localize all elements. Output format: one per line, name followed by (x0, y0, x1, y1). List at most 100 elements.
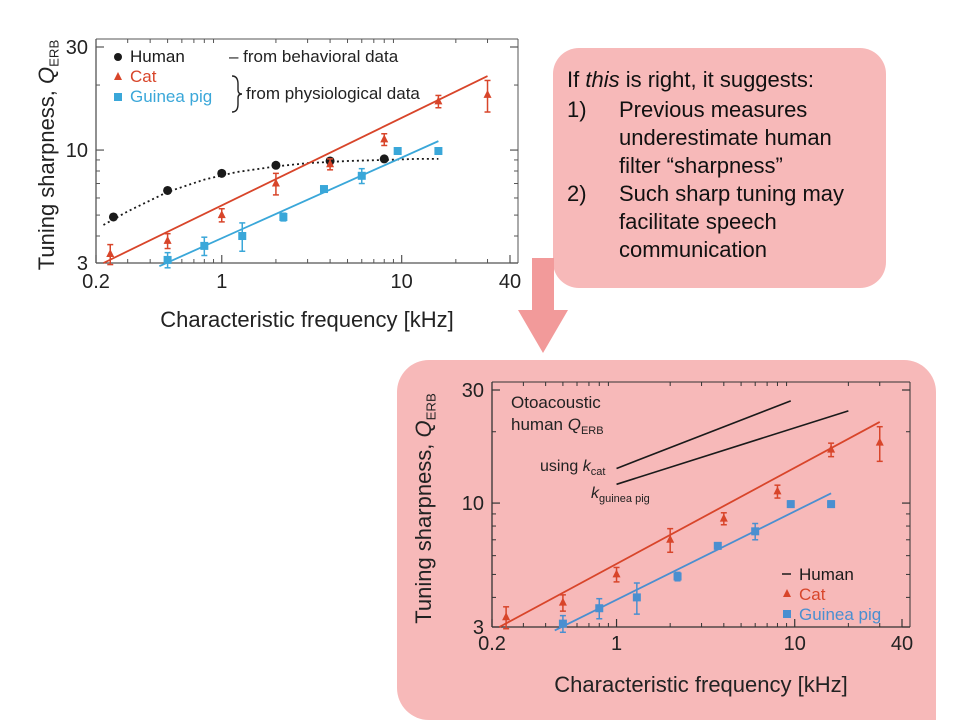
x-tick-label: 1 (216, 271, 227, 293)
y-axis-title-sub: ERB (423, 393, 438, 420)
legend-label: Cat (799, 585, 826, 604)
data-point (114, 93, 122, 101)
data-point (271, 160, 281, 170)
y-tick-label: 10 (462, 493, 484, 515)
data-point (271, 178, 280, 187)
chart-otoacoustic: 0.2 1 10 40 3 10 30 Characteristic frequency [k… (411, 380, 913, 697)
x-tick-label: 1 (611, 633, 622, 655)
y-tick-label: 10 (66, 140, 88, 162)
data-point (434, 147, 443, 156)
fit-line (103, 75, 488, 264)
annotation-title-main: human (511, 415, 568, 434)
x-tick-label: 0.2 (478, 633, 506, 655)
data-point (163, 185, 173, 195)
note-item: 1) Previous measures underestimate human… (567, 96, 876, 180)
legend-note: – from behavioral data (229, 47, 399, 66)
x-axis-title: Characteristic frequency [kHz] (160, 307, 453, 332)
data-point (875, 437, 884, 446)
data-point (558, 619, 567, 628)
annotation-title: human QERB (511, 415, 604, 437)
data-point (632, 593, 641, 602)
legend-label: Human (799, 565, 854, 584)
data-point (719, 513, 728, 522)
data-point (106, 249, 115, 258)
annotation-title-symbol: Q (568, 415, 581, 434)
human-estimate-line (616, 400, 792, 470)
data-point (595, 604, 604, 613)
otoacoustic-panel (397, 360, 936, 720)
data-point (713, 541, 722, 550)
data-point (666, 534, 675, 543)
data-point (319, 185, 328, 194)
legend-note: from physiological data (246, 84, 420, 103)
note-item-number: 2) (567, 181, 587, 206)
human-estimate-line (616, 410, 849, 486)
x-tick-label: 40 (499, 271, 521, 293)
y-axis-title: Tuning sharpness, QERB (411, 393, 438, 624)
annotation-k-sub: cat (591, 466, 606, 478)
data-point (238, 232, 247, 241)
x-tick-label: 10 (784, 633, 806, 655)
note-intro-before: If (567, 67, 586, 92)
annotation-using: using (540, 458, 583, 475)
data-point (612, 569, 621, 578)
data-point (558, 597, 567, 606)
annotation-k: k (591, 485, 600, 502)
annotation-using-k-cat: using kcat (540, 458, 605, 478)
data-point (163, 235, 172, 244)
note-title: If this is right, it suggests: (567, 66, 876, 94)
data-point (751, 527, 760, 536)
data-point (217, 168, 227, 178)
data-point (783, 610, 791, 618)
data-point (483, 89, 492, 98)
fit-line (103, 158, 439, 226)
data-point (827, 444, 836, 453)
down-arrow-icon (518, 258, 568, 353)
legend-label: Guinea pig (130, 87, 212, 106)
legend-label: Human (130, 47, 185, 66)
note-box: If this is right, it suggests: 1) Previo… (553, 48, 886, 288)
data-point (114, 53, 122, 61)
data-point (163, 255, 172, 264)
data-point (217, 210, 226, 219)
y-tick-label: 30 (66, 37, 88, 59)
data-point (393, 147, 402, 156)
x-tick-label: 40 (891, 633, 913, 655)
y-axis-title-main: Tuning sharpness, (34, 84, 59, 270)
y-tick-label: 30 (462, 380, 484, 402)
data-point (783, 589, 791, 597)
data-point (773, 486, 782, 495)
note-item: 2) Such sharp tuning may facilitate spee… (567, 180, 876, 264)
y-axis-title: Tuning sharpness, QERB (34, 40, 61, 271)
data-point (200, 241, 209, 250)
data-point (673, 572, 682, 581)
x-axis-title: Characteristic frequency [kHz] (554, 672, 847, 697)
note-intro-after: is right, it suggests: (619, 67, 815, 92)
legend-brace (231, 75, 243, 113)
fit-line (498, 421, 881, 628)
data-point (379, 154, 389, 164)
y-tick-label: 3 (473, 617, 484, 639)
data-point (827, 500, 836, 509)
data-point (380, 134, 389, 143)
data-point (502, 612, 511, 621)
y-axis-title-main: Tuning sharpness, (411, 437, 436, 623)
y-axis-title-symbol: Q (411, 420, 436, 437)
annotation-title: Otoacoustic (511, 393, 601, 412)
x-tick-label: 0.2 (82, 271, 110, 293)
annotation-k: k (583, 458, 592, 475)
note-item-number: 1) (567, 97, 587, 122)
data-point (108, 212, 118, 222)
x-tick-label: 10 (391, 271, 413, 293)
chart-behavioral-physiological: 0.2 1 10 40 3 10 30 Characteristic frequency [k… (34, 37, 521, 332)
data-point (279, 212, 288, 221)
annotation-k-sub: guinea pig (599, 493, 650, 505)
data-point (786, 500, 795, 509)
legend-label: Cat (130, 67, 157, 86)
y-axis-title-symbol: Q (34, 67, 59, 84)
note-item-text: Such sharp tuning may facilitate speech … (619, 181, 845, 262)
annotation-title-sub: ERB (581, 425, 604, 437)
y-axis-title-sub: ERB (46, 40, 61, 67)
note-item-text: Previous measures underestimate human fi… (619, 97, 832, 178)
legend-label: Guinea pig (799, 605, 881, 624)
